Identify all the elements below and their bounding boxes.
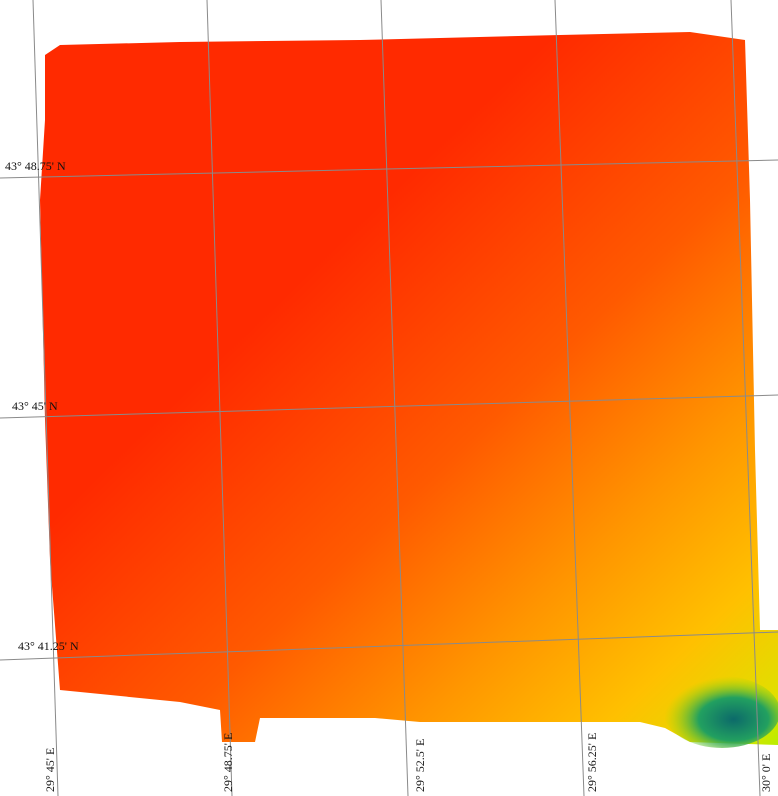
longitude-label: 29° 56.25' E: [585, 733, 599, 792]
deep-area: [664, 676, 778, 748]
bathymetry-surface: [40, 32, 778, 745]
parallel: [0, 631, 778, 661]
longitude-label: 30° 0' E: [759, 754, 773, 792]
parallel: [0, 394, 778, 419]
longitude-label: 29° 48.75' E: [221, 733, 235, 792]
longitude-label: 29° 45' E: [43, 748, 57, 792]
latitude-label: 43° 45' N: [12, 399, 58, 413]
latitude-label: 43° 48.75' N: [5, 159, 66, 173]
meridian: [380, 0, 409, 796]
meridian: [554, 0, 585, 796]
meridian: [730, 0, 761, 796]
parallel: [0, 159, 778, 179]
longitude-label: 29° 52.5' E: [413, 739, 427, 792]
meridian: [32, 0, 59, 796]
meridian: [206, 0, 233, 796]
latitude-label: 43° 41.25' N: [18, 639, 79, 653]
